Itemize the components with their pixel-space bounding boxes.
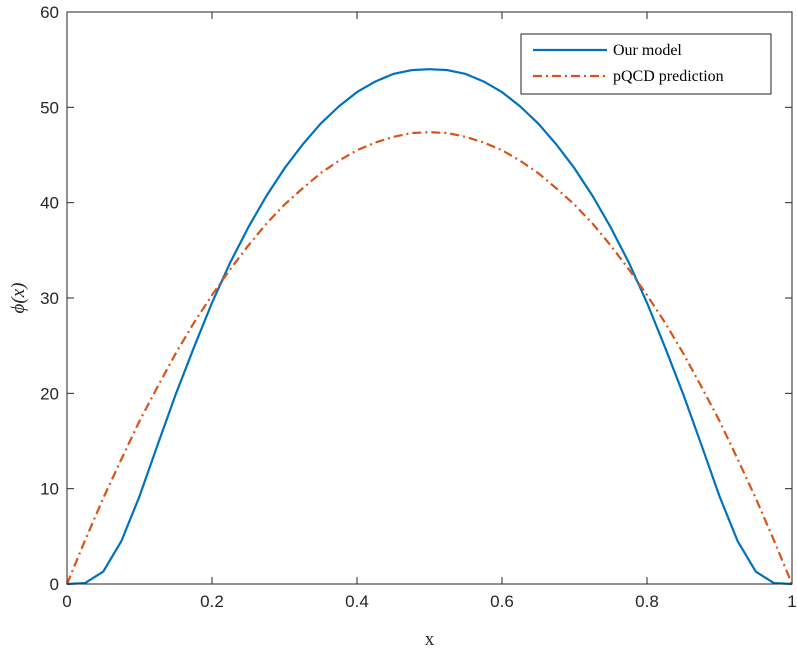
- x-axis-title: x: [425, 629, 435, 650]
- y-tick-label: 10: [40, 480, 59, 499]
- legend-label-2: pQCD prediction: [613, 68, 724, 85]
- series-layer: [65, 68, 794, 586]
- plot-area: [67, 12, 792, 584]
- x-tick-label: 0: [62, 592, 71, 611]
- legend-label-1: Our model: [613, 42, 682, 59]
- y-tick-label: 30: [40, 289, 59, 308]
- x-tick-label: 1: [787, 592, 796, 611]
- y-tick-label: 60: [40, 3, 59, 22]
- y-tick-label: 50: [40, 98, 59, 117]
- series-line-1: [66, 68, 793, 586]
- y-axis-title: ϕ(x): [8, 283, 29, 314]
- y-tick-label: 0: [50, 575, 59, 594]
- x-tick-label: 0.2: [200, 592, 224, 611]
- y-tick-label: 40: [40, 194, 59, 213]
- y-tick-label: 20: [40, 384, 59, 403]
- x-tick-label: 0.4: [345, 592, 369, 611]
- x-tick-label: 0.6: [490, 592, 514, 611]
- series-line-2: [65, 131, 794, 585]
- legend: Our model pQCD prediction: [520, 33, 772, 95]
- legend-box: [520, 33, 772, 95]
- x-tick-label: 0.8: [635, 592, 659, 611]
